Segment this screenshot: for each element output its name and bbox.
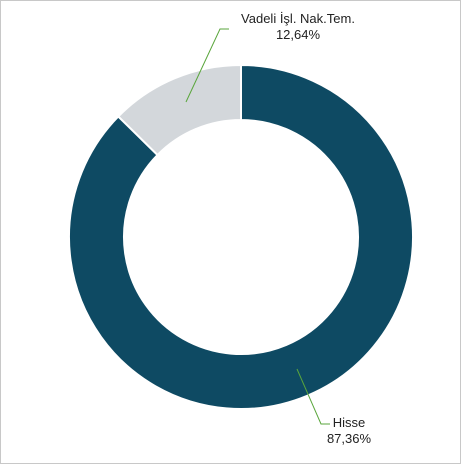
slice-value-hisse: 87,36% [326, 431, 372, 446]
slice-name-hisse: Hisse [332, 415, 366, 430]
donut-slice-hisse [68, 63, 414, 410]
slice-name-vadeli: Vadeli İşl. Nak.Tem. [241, 11, 355, 26]
leader-line-hisse [296, 368, 330, 425]
slice-label-vadeli: Vadeli İşl. Nak.Tem. 12,64% [223, 11, 373, 43]
slice-label-hisse: Hisse 87,36% [319, 415, 379, 447]
slice-value-vadeli: 12,64% [275, 27, 321, 42]
donut-slice-vadeli [116, 63, 242, 157]
leader-line-vadeli [185, 28, 229, 103]
